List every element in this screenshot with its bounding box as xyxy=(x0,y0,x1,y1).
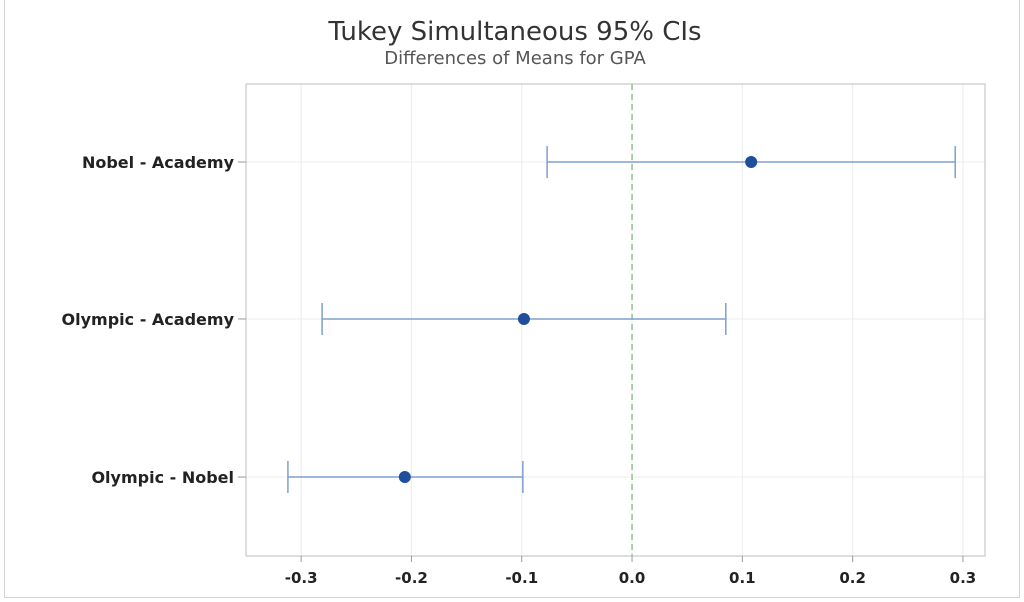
x-tick-label: -0.3 xyxy=(285,569,318,587)
grid-lines xyxy=(246,84,985,556)
x-tick-label: 0.3 xyxy=(950,569,977,587)
plot-area xyxy=(245,83,986,557)
chart-title: Tukey Simultaneous 95% CIs xyxy=(327,17,701,47)
category-label: Olympic - Nobel xyxy=(91,468,234,487)
interval-row: Olympic - Nobel xyxy=(91,461,524,493)
category-label: Olympic - Academy xyxy=(62,310,235,329)
x-tick-label: 0.0 xyxy=(619,569,646,587)
chart-subtitle: Differences of Means for GPA xyxy=(384,48,646,69)
x-tick-label: 0.1 xyxy=(729,569,756,587)
mean-difference-point xyxy=(398,471,411,483)
x-tick-label: -0.1 xyxy=(505,569,538,587)
mean-difference-point xyxy=(745,156,758,168)
chart-frame xyxy=(4,0,1020,598)
mean-difference-point xyxy=(517,313,530,325)
interval-row: Olympic - Academy xyxy=(62,303,727,335)
category-label: Nobel - Academy xyxy=(82,153,235,172)
x-tick-label: -0.2 xyxy=(395,569,428,587)
x-axis-ticks: -0.3 -0.2 -0.1 0.0 0.1 0.2 0.3 xyxy=(285,556,976,587)
interval-row: Nobel - Academy xyxy=(82,146,956,178)
interval-rows: Nobel - Academy Olympic - Academy Olympic … xyxy=(62,146,956,493)
x-tick-label: 0.2 xyxy=(839,569,866,587)
